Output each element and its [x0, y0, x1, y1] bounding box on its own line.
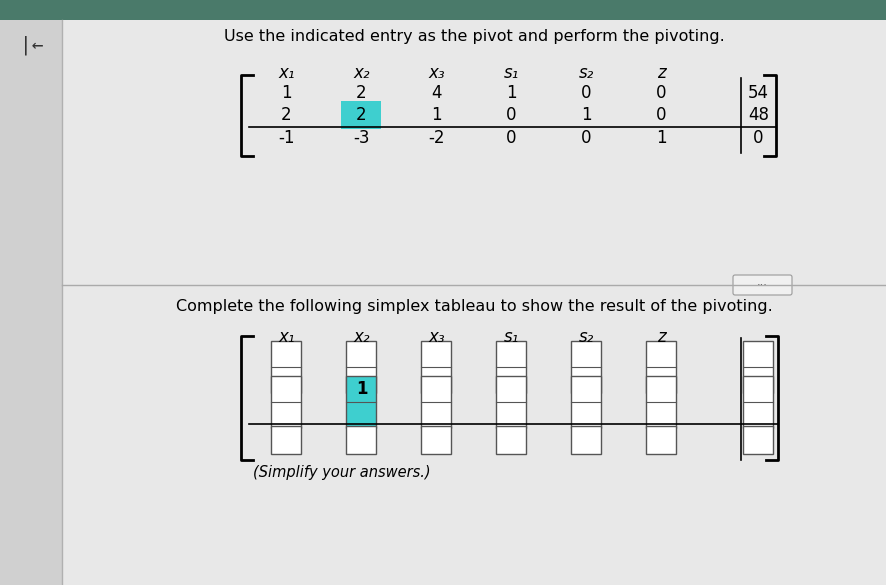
- Bar: [346, 426, 377, 454]
- Bar: [0, 0, 886, 20]
- Text: z: z: [657, 64, 666, 82]
- Text: 1: 1: [506, 84, 517, 102]
- Bar: [743, 341, 773, 393]
- Bar: [496, 426, 526, 454]
- Text: 1: 1: [581, 106, 592, 124]
- Bar: [571, 426, 602, 454]
- Text: (Simplify your answers.): (Simplify your answers.): [253, 464, 431, 480]
- Text: s₁: s₁: [504, 64, 519, 82]
- Text: 48: 48: [748, 106, 769, 124]
- Text: s₂: s₂: [579, 328, 595, 346]
- Text: s₁: s₁: [504, 328, 519, 346]
- Text: Complete the following simplex tableau to show the result of the pivoting.: Complete the following simplex tableau t…: [175, 300, 773, 315]
- Text: 1: 1: [281, 84, 291, 102]
- Bar: [647, 426, 677, 454]
- Bar: [346, 341, 377, 393]
- Text: 0: 0: [657, 106, 667, 124]
- Bar: [496, 341, 526, 393]
- Bar: [743, 426, 773, 454]
- Bar: [647, 341, 677, 393]
- Bar: [0, 20, 62, 585]
- Text: x₂: x₂: [354, 328, 369, 346]
- Text: 54: 54: [748, 84, 769, 102]
- Text: -1: -1: [278, 129, 295, 147]
- Bar: [341, 101, 382, 129]
- Text: 0: 0: [753, 129, 764, 147]
- Text: x₁: x₁: [278, 328, 295, 346]
- Bar: [571, 376, 602, 428]
- Text: 1: 1: [431, 106, 442, 124]
- Text: 0: 0: [581, 84, 592, 102]
- Text: x₁: x₁: [278, 64, 295, 82]
- Text: ···: ···: [757, 280, 767, 290]
- Text: |←: |←: [20, 35, 43, 55]
- Text: -3: -3: [354, 129, 369, 147]
- Bar: [271, 376, 301, 428]
- Text: x₃: x₃: [428, 64, 445, 82]
- Bar: [422, 376, 452, 428]
- Text: x₂: x₂: [354, 64, 369, 82]
- Text: 0: 0: [657, 84, 667, 102]
- Text: -2: -2: [428, 129, 445, 147]
- Text: 2: 2: [281, 106, 291, 124]
- Text: 1: 1: [657, 129, 667, 147]
- Text: 2: 2: [356, 84, 367, 102]
- Bar: [422, 341, 452, 393]
- Text: 2: 2: [356, 106, 367, 124]
- Text: 1: 1: [356, 380, 368, 398]
- Text: 4: 4: [431, 84, 442, 102]
- Bar: [743, 376, 773, 428]
- Text: s₂: s₂: [579, 64, 595, 82]
- Text: x₃: x₃: [428, 328, 445, 346]
- Bar: [271, 341, 301, 393]
- Text: 0: 0: [506, 106, 517, 124]
- Text: 0: 0: [506, 129, 517, 147]
- Bar: [647, 376, 677, 428]
- Bar: [571, 341, 602, 393]
- Bar: [496, 376, 526, 428]
- Text: z: z: [657, 328, 666, 346]
- FancyBboxPatch shape: [733, 275, 792, 295]
- Bar: [346, 376, 377, 428]
- Text: 0: 0: [581, 129, 592, 147]
- Bar: [422, 426, 452, 454]
- Bar: [271, 426, 301, 454]
- Text: Use the indicated entry as the pivot and perform the pivoting.: Use the indicated entry as the pivot and…: [223, 29, 725, 44]
